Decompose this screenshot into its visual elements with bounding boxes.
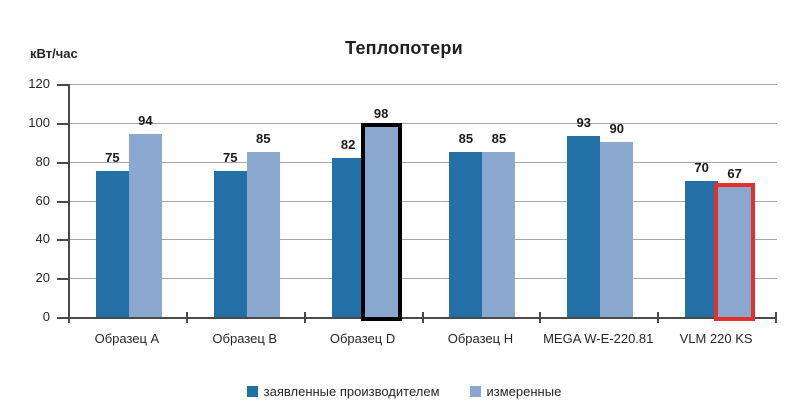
y-axis-tick-label: 0 bbox=[42, 309, 50, 324]
x-axis-tick bbox=[68, 312, 70, 323]
x-axis-category-label: Образец H bbox=[447, 331, 514, 346]
y-axis-tick-label: 60 bbox=[35, 192, 50, 208]
gridline bbox=[70, 122, 777, 124]
bar-series-1-highlighted bbox=[360, 122, 402, 321]
y-axis-tick bbox=[57, 278, 70, 281]
y-axis-tick bbox=[57, 161, 70, 164]
gridline bbox=[70, 239, 777, 241]
chart-title: Теплопотери bbox=[345, 38, 463, 58]
x-axis-category-label: Образец D bbox=[329, 331, 396, 346]
bar-value-label: 94 bbox=[138, 113, 153, 129]
y-axis-tick bbox=[57, 122, 70, 125]
x-axis-category-label: Образец B bbox=[212, 331, 278, 346]
bar-series-0 bbox=[567, 136, 601, 317]
gridline bbox=[70, 278, 777, 280]
bar-series-1 bbox=[482, 151, 516, 317]
y-axis-tick bbox=[57, 239, 70, 242]
bar-value-label: 90 bbox=[609, 121, 624, 137]
bar-series-0 bbox=[95, 171, 129, 317]
legend-item-declared: заявленные производителем bbox=[246, 384, 440, 399]
gridline bbox=[70, 200, 777, 202]
y-axis-tick-label: 40 bbox=[35, 231, 50, 247]
x-axis-category-label: MEGA W-E-220.81 bbox=[543, 331, 654, 346]
y-axis-tick-label: 20 bbox=[35, 270, 50, 286]
gridline bbox=[70, 161, 777, 163]
bar-series-1 bbox=[600, 142, 634, 317]
bar-value-label: 98 bbox=[373, 105, 389, 121]
x-axis-tick bbox=[539, 312, 542, 323]
x-axis-tick bbox=[185, 312, 188, 323]
bar-series-1 bbox=[128, 134, 162, 317]
legend-label-declared: заявленные производителем bbox=[263, 384, 440, 399]
bar-value-label: 75 bbox=[223, 150, 238, 166]
plot-area: 75 94 75 85 82 98 85 85 93 90 70 67 bbox=[68, 84, 777, 321]
bar-series-0 bbox=[685, 181, 719, 317]
bar-value-label: 67 bbox=[727, 165, 742, 181]
legend: заявленные производителем измеренные bbox=[0, 384, 808, 399]
y-axis-tick-label: 80 bbox=[35, 153, 50, 169]
bar-series-0 bbox=[331, 157, 365, 317]
bar-series-1-highlighted bbox=[714, 182, 756, 321]
y-axis-tick-label: 100 bbox=[28, 114, 50, 130]
bar-value-label: 82 bbox=[340, 136, 356, 152]
x-axis-tick bbox=[657, 312, 660, 323]
legend-item-measured: измеренные bbox=[469, 384, 562, 399]
y-axis-tick bbox=[57, 84, 70, 86]
bar-value-label: 70 bbox=[694, 160, 709, 176]
x-axis-category-label: Образец A bbox=[94, 331, 160, 346]
legend-swatch-declared-icon bbox=[246, 386, 258, 397]
legend-swatch-measured-icon bbox=[469, 386, 481, 397]
gridline bbox=[70, 84, 777, 85]
bar-value-label: 75 bbox=[105, 150, 120, 166]
bar-series-0 bbox=[213, 171, 247, 317]
y-axis-tick-label: 120 bbox=[28, 76, 50, 91]
y-axis-tick bbox=[57, 200, 70, 203]
bar-value-label: 85 bbox=[491, 130, 507, 146]
bar-value-label: 85 bbox=[256, 130, 271, 146]
y-axis-tick bbox=[57, 317, 70, 319]
bar-series-1 bbox=[246, 151, 280, 317]
x-axis-tick bbox=[421, 312, 424, 323]
bar-series-0 bbox=[449, 151, 483, 317]
bar-value-label: 93 bbox=[576, 115, 591, 131]
x-axis-category-label: VLM 220 KS bbox=[679, 331, 753, 346]
x-axis-tick bbox=[303, 312, 306, 323]
legend-label-measured: измеренные bbox=[486, 384, 562, 399]
x-axis-tick bbox=[775, 312, 777, 323]
y-axis-unit-label: кВт/час bbox=[30, 46, 78, 61]
bar-value-label: 85 bbox=[458, 130, 474, 146]
